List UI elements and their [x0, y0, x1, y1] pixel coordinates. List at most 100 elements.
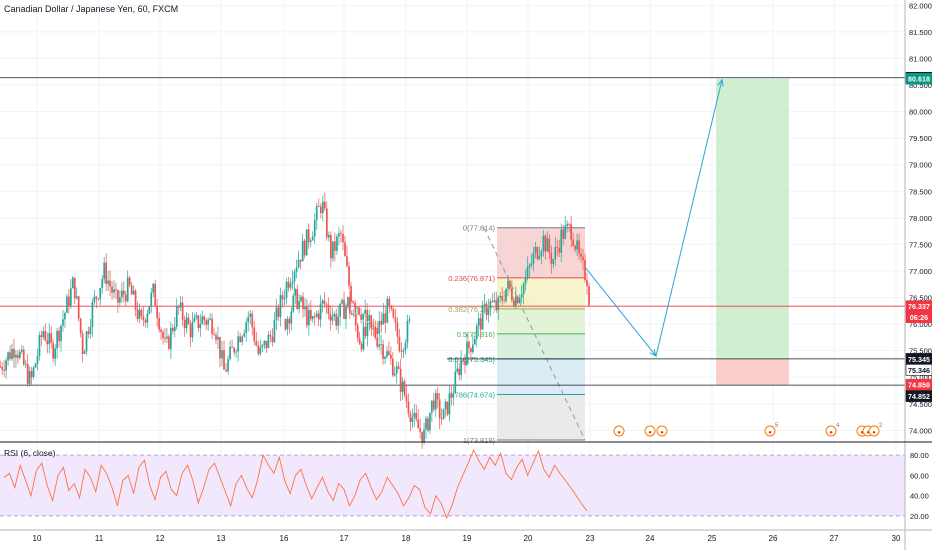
target-zone[interactable] — [716, 78, 789, 359]
economic-event-marker[interactable]: ●5 — [764, 423, 779, 437]
time-tick-label[interactable]: 19 — [463, 534, 472, 543]
rsi-series — [3, 449, 588, 520]
price-axis[interactable]: 82.000 81.500 81.000 80.500 80.000 79.500 79.0… — [909, 1, 932, 435]
candle-body — [444, 401, 447, 410]
time-tick-label[interactable]: 24 — [646, 534, 655, 543]
price-tick-label[interactable]: 77.500 — [909, 240, 932, 249]
time-tick-label[interactable]: 13 — [217, 534, 226, 543]
price-tag: 75.345 — [905, 353, 932, 365]
economic-event-marker[interactable]: ● — [656, 425, 668, 437]
candle-body — [225, 369, 227, 372]
candle-body — [399, 368, 402, 392]
candle-body — [475, 325, 478, 339]
price-tick-label[interactable]: 80.000 — [909, 108, 932, 117]
economic-event-marker[interactable]: ● — [644, 425, 656, 437]
rsi-tick-label[interactable]: 80.00 — [910, 451, 929, 460]
candle-body — [166, 336, 168, 339]
candle-body — [205, 320, 208, 325]
time-tick-label[interactable]: 23 — [586, 534, 595, 543]
candle-body — [285, 281, 288, 298]
time-tick-label[interactable]: 25 — [708, 534, 717, 543]
time-tick-label[interactable]: 26 — [769, 534, 778, 543]
candle — [301, 233, 304, 262]
price-tick-label[interactable]: 77.000 — [909, 267, 932, 276]
candle — [356, 306, 358, 316]
candle-body — [409, 413, 412, 422]
candle-body — [473, 338, 476, 345]
economic-event-marker[interactable]: ●2 — [868, 423, 883, 437]
candle-body — [460, 359, 462, 376]
candle — [299, 259, 302, 270]
candle-body — [291, 281, 294, 284]
time-axis[interactable]: 10 11 12 13 16 17 18 19 20 23 24 25 26 27 30 — [33, 534, 901, 543]
candle — [233, 346, 235, 356]
position-tool[interactable] — [716, 78, 789, 385]
candle — [448, 385, 451, 422]
candle — [560, 223, 563, 263]
price-tick-label[interactable]: 78.500 — [909, 187, 932, 196]
fib-trendline — [483, 227, 586, 441]
candle-body — [481, 305, 484, 330]
candle — [292, 293, 295, 313]
rsi-tick-label[interactable]: 40.00 — [910, 492, 929, 501]
time-tick-label[interactable]: 27 — [830, 534, 839, 543]
economic-event-marker[interactable]: ● — [613, 425, 625, 437]
price-tick-label[interactable]: 82.000 — [909, 1, 932, 10]
price-tick-label[interactable]: 75.500 — [909, 347, 932, 356]
price-tag-label: 74.852 — [908, 392, 930, 401]
candle-body — [313, 316, 316, 317]
fibonacci-retracement[interactable]: 0(77.814)0.236(76.871)0.382(76.287)0.5(7… — [448, 224, 586, 445]
time-tick-label[interactable]: 30 — [892, 534, 901, 543]
projection-path[interactable] — [585, 78, 724, 358]
rsi-tick-label[interactable]: 20.00 — [910, 512, 929, 521]
candle-body — [77, 296, 80, 319]
price-tick-label[interactable]: 75.000 — [909, 373, 932, 382]
candle — [323, 292, 326, 309]
candle — [402, 347, 405, 359]
candle — [327, 297, 330, 320]
price-tick-label[interactable]: 76.500 — [909, 294, 932, 303]
price-tick-label[interactable]: 79.000 — [909, 161, 932, 170]
rsi-tick-label[interactable]: 60.00 — [910, 471, 929, 480]
candle — [364, 299, 366, 319]
candle-body — [574, 245, 576, 250]
price-tick-label[interactable]: 76.000 — [909, 320, 932, 329]
candle — [77, 295, 80, 322]
price-tick-label[interactable]: 80.500 — [909, 81, 932, 90]
time-tick-label[interactable]: 18 — [402, 534, 411, 543]
price-tick-label[interactable]: 81.500 — [909, 28, 932, 37]
candle — [30, 366, 33, 386]
candle — [20, 344, 23, 355]
event-markers[interactable]: ● ● ● ●5●4● ● ●2 — [613, 423, 883, 437]
time-tick-label[interactable]: 11 — [95, 534, 104, 543]
rsi-line — [3, 449, 588, 520]
time-tick-label[interactable]: 17 — [340, 534, 349, 543]
price-tick-label[interactable]: 74.000 — [909, 426, 932, 435]
candle-body — [548, 238, 551, 253]
chart-title: Canadian Dollar / Japanese Yen, 60, FXCM — [4, 4, 178, 14]
time-tick-label[interactable]: 12 — [156, 534, 165, 543]
price-tick-label[interactable]: 81.000 — [909, 54, 932, 63]
candle — [38, 331, 41, 361]
price-tick-label[interactable]: 78.000 — [909, 214, 932, 223]
price-tag-label: 06:26 — [910, 313, 928, 322]
candle-body — [431, 400, 433, 413]
time-tick-label[interactable]: 20 — [524, 534, 533, 543]
candle — [50, 326, 53, 349]
price-tick-label[interactable]: 74.500 — [909, 400, 932, 409]
candle — [554, 236, 557, 266]
candle-body — [265, 340, 268, 349]
candle — [331, 307, 334, 326]
candle — [221, 341, 223, 367]
time-tick-label[interactable]: 16 — [280, 534, 289, 543]
stop-zone[interactable] — [716, 358, 789, 385]
economic-event-marker[interactable]: ●4 — [825, 423, 840, 437]
candle — [315, 202, 318, 230]
fib-zone — [497, 394, 585, 440]
rsi-axis[interactable]: 80.00 60.00 40.00 20.00 — [910, 451, 929, 521]
candle — [350, 282, 352, 305]
candle — [328, 231, 330, 242]
price-tick-label[interactable]: 79.500 — [909, 134, 932, 143]
time-tick-label[interactable]: 10 — [33, 534, 42, 543]
